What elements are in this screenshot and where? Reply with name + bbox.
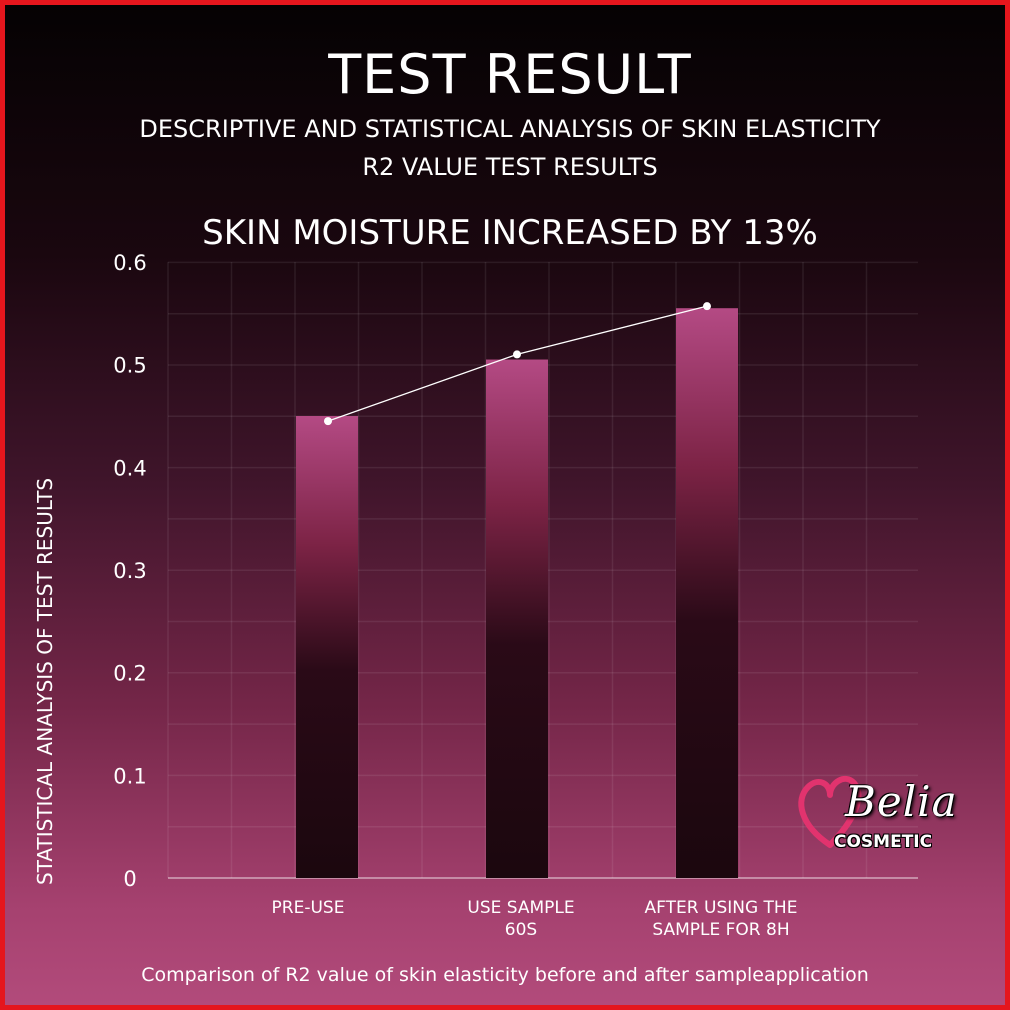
trend-point [324, 417, 332, 426]
heart-logo-icon [798, 775, 862, 848]
y-tick-label: 0.5 [113, 354, 146, 378]
subtitle-line-2: R2 VALUE TEST RESULTS [362, 153, 658, 181]
headline: SKIN MOISTURE INCREASED BY 13% [202, 213, 818, 253]
logo-wordmark: Belia [845, 777, 958, 826]
bar [486, 359, 548, 878]
y-axis-label: STATISTICAL ANALYSIS OF TEST RESULTS [33, 478, 57, 885]
bar [676, 308, 738, 878]
bar [296, 416, 358, 878]
x-axis-categories: PRE-USE USE SAMPLE 60S AFTER USING THE SAMPL… [272, 898, 798, 940]
x-tick-label: AFTER USING THE SAMPLE FOR 8H [645, 898, 798, 940]
brand-logo: Belia COSMETIC [790, 765, 965, 860]
y-tick-label: 0.2 [113, 662, 146, 686]
y-tick-label: 0.1 [113, 764, 146, 788]
x-tick-label: PRE-USE [272, 898, 345, 918]
y-tick-label: 0.6 [113, 251, 146, 275]
chart-caption: Comparison of R2 value of skin elasticit… [141, 964, 869, 986]
y-tick-label: 0 [123, 867, 136, 891]
trend-point [513, 350, 521, 359]
y-tick-label: 0.4 [113, 456, 146, 480]
logo-subtitle: COSMETIC [834, 832, 933, 852]
trend-point [703, 302, 711, 311]
chart-bars [296, 308, 738, 878]
subtitle-line-1: DESCRIPTIVE AND STATISTICAL ANALYSIS OF … [139, 115, 881, 143]
chart-trend-line [324, 302, 711, 426]
x-tick-label: USE SAMPLE 60S [467, 898, 574, 940]
y-axis-ticks: 0 0.1 0.2 0.3 0.4 0.5 0.6 [113, 251, 146, 891]
page-title: TEST RESULT [328, 43, 692, 106]
y-tick-label: 0.3 [113, 559, 146, 583]
